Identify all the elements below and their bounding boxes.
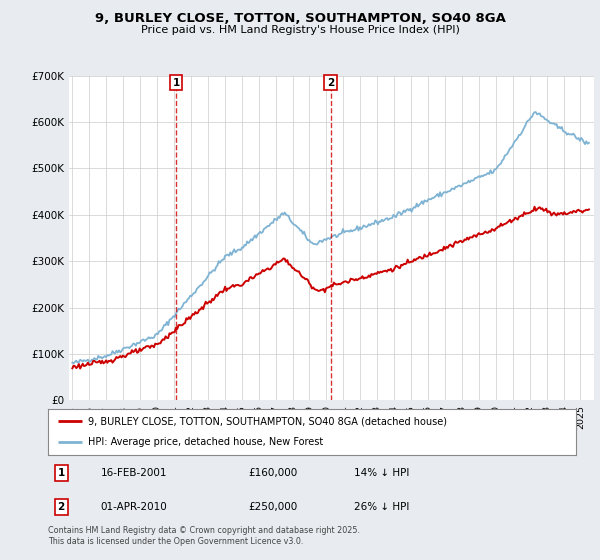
Text: 2: 2 [58,502,65,512]
Text: £160,000: £160,000 [248,468,298,478]
Text: 1: 1 [58,468,65,478]
Text: 16-FEB-2001: 16-FEB-2001 [101,468,167,478]
Text: 26% ↓ HPI: 26% ↓ HPI [354,502,410,512]
Text: 01-APR-2010: 01-APR-2010 [101,502,167,512]
Text: £250,000: £250,000 [248,502,298,512]
Text: 9, BURLEY CLOSE, TOTTON, SOUTHAMPTON, SO40 8GA (detached house): 9, BURLEY CLOSE, TOTTON, SOUTHAMPTON, SO… [88,416,446,426]
Text: 9, BURLEY CLOSE, TOTTON, SOUTHAMPTON, SO40 8GA: 9, BURLEY CLOSE, TOTTON, SOUTHAMPTON, SO… [95,12,505,25]
Text: 2: 2 [327,78,334,87]
Text: 1: 1 [172,78,179,87]
Text: 14% ↓ HPI: 14% ↓ HPI [354,468,410,478]
Text: HPI: Average price, detached house, New Forest: HPI: Average price, detached house, New … [88,437,323,447]
Text: Contains HM Land Registry data © Crown copyright and database right 2025.
This d: Contains HM Land Registry data © Crown c… [48,526,360,546]
Text: Price paid vs. HM Land Registry's House Price Index (HPI): Price paid vs. HM Land Registry's House … [140,25,460,35]
